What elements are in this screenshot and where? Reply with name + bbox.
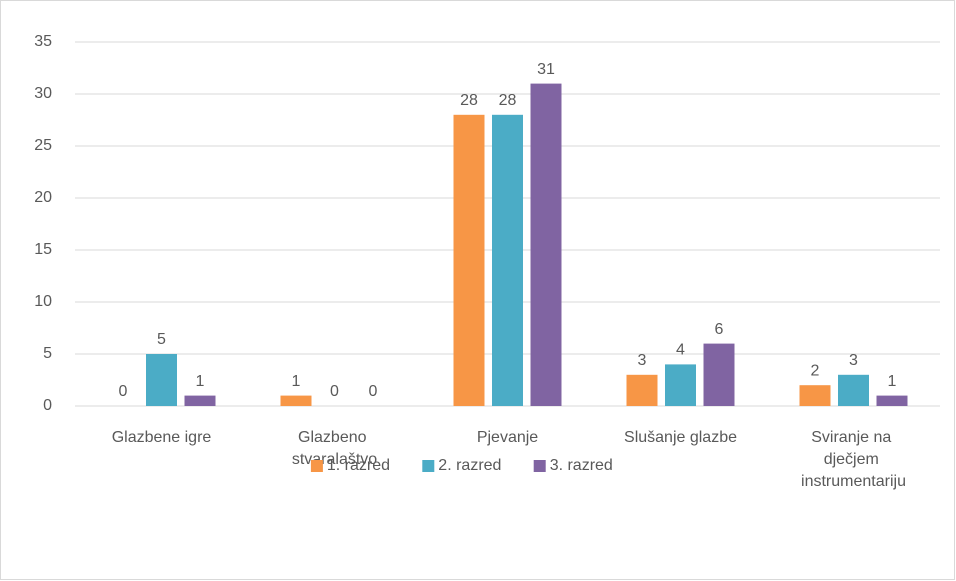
y-tick-label: 10 — [34, 293, 52, 310]
data-label: 3 — [849, 352, 858, 369]
bar — [530, 83, 562, 406]
x-tick-label: Glazbene igre — [112, 429, 212, 446]
data-label: 28 — [460, 92, 478, 109]
legend-swatch — [422, 460, 435, 472]
data-label: 5 — [157, 331, 166, 348]
legend-label: 2. razred — [438, 457, 501, 474]
data-label: 31 — [537, 61, 555, 78]
data-label: 1 — [292, 373, 301, 390]
data-label: 6 — [715, 321, 724, 338]
bar — [280, 395, 312, 406]
bar — [703, 343, 735, 406]
legend-label: 3. razred — [550, 457, 613, 474]
data-label: 2 — [811, 362, 820, 379]
y-tick-label: 0 — [43, 397, 52, 414]
data-label: 0 — [119, 383, 128, 400]
y-tick-label: 15 — [34, 241, 52, 258]
bar — [838, 374, 869, 406]
bar — [184, 395, 216, 406]
data-label: 28 — [499, 92, 517, 109]
bar — [146, 354, 177, 406]
y-tick-label: 20 — [34, 189, 52, 206]
y-tick-label: 25 — [34, 137, 52, 154]
y-tick-label: 30 — [34, 85, 52, 102]
legend-swatch — [533, 460, 546, 472]
bar — [876, 395, 908, 406]
bar — [492, 114, 523, 407]
data-label: 0 — [330, 383, 339, 400]
data-label: 0 — [369, 383, 378, 400]
data-label: 1 — [888, 373, 897, 390]
x-tick-label: Slušanje glazbe — [624, 429, 737, 446]
data-label: 4 — [676, 342, 685, 359]
bar — [626, 374, 658, 406]
bar — [799, 385, 831, 406]
y-tick-label: 5 — [43, 345, 52, 362]
data-label: 1 — [196, 373, 205, 390]
legend-label: 1. razred — [327, 457, 390, 474]
x-tick-label: Sviranje na dječjem instrumentariju — [801, 429, 906, 490]
data-label: 3 — [638, 352, 647, 369]
y-tick-label: 35 — [34, 33, 52, 50]
bar — [665, 364, 696, 406]
legend-swatch — [310, 460, 323, 472]
x-tick-label: Pjevanje — [477, 429, 538, 446]
bar — [453, 114, 485, 407]
